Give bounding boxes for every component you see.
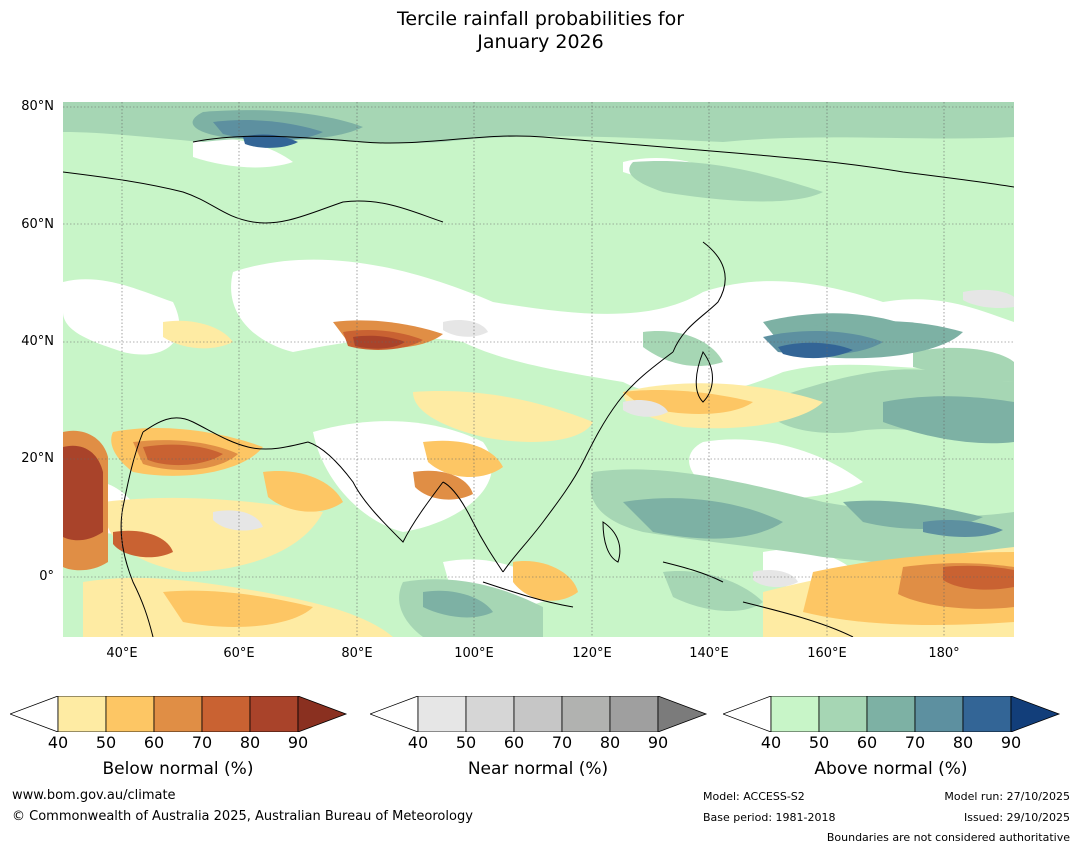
lat-label-20n: 20°N <box>21 451 54 466</box>
lat-label-80n: 80°N <box>21 99 54 114</box>
above-normal-80-90 <box>243 134 853 359</box>
title-line-2: January 2026 <box>477 31 604 53</box>
below-normal-colorbar <box>10 696 348 732</box>
near-tick-80: 80 <box>599 733 621 752</box>
near-tick-50: 50 <box>455 733 477 752</box>
above-tick-90: 90 <box>1000 733 1022 752</box>
above-tick-60: 60 <box>856 733 878 752</box>
above-normal-title: Above normal (%) <box>814 759 968 779</box>
lon-label-120e: 120°E <box>572 646 612 661</box>
above-tick-80: 80 <box>952 733 974 752</box>
below-normal-50-60-swatch <box>105 696 155 732</box>
near-normal-50-60-swatch <box>465 696 515 732</box>
above-tick-50: 50 <box>808 733 830 752</box>
above-tick-70: 70 <box>904 733 926 752</box>
near-tick-60: 60 <box>503 733 525 752</box>
lon-label-100e: 100°E <box>454 646 494 661</box>
below-normal-lt40-swatch <box>10 696 59 732</box>
map-svg <box>63 102 1014 637</box>
near-normal-lt40-swatch <box>370 696 419 732</box>
lat-label-40n: 40°N <box>21 334 54 349</box>
coastlines <box>63 135 1014 637</box>
model-text: Model: ACCESS-S2 <box>703 790 805 803</box>
above-normal-80-90-swatch <box>962 696 1012 732</box>
below-tick-50: 50 <box>95 733 117 752</box>
below-tick-40: 40 <box>47 733 69 752</box>
boundaries-disclaimer: Boundaries are not considered authoritat… <box>826 831 1070 844</box>
below-tick-90: 90 <box>287 733 309 752</box>
above-normal-70-80-swatch <box>914 696 964 732</box>
below-normal-40-50-swatch <box>57 696 107 732</box>
lon-label-160e: 160°E <box>807 646 847 661</box>
lat-label-0: 0° <box>39 569 54 584</box>
issued-text: Issued: 29/10/2025 <box>963 811 1070 824</box>
near-normal-40-50-swatch <box>417 696 467 732</box>
below-tick-80: 80 <box>239 733 261 752</box>
rainfall-probability-map[interactable] <box>63 102 1014 637</box>
above-normal-40-50-swatch <box>770 696 820 732</box>
lon-label-180: 180° <box>928 646 960 661</box>
near-normal-70-80-swatch <box>561 696 611 732</box>
above-normal-lt40-swatch <box>723 696 772 732</box>
near-normal-colorbar <box>370 696 708 732</box>
above-tick-40: 40 <box>760 733 782 752</box>
below-normal-70-80 <box>113 329 1014 590</box>
below-normal-70-80-swatch <box>201 696 251 732</box>
near-tick-70: 70 <box>551 733 573 752</box>
below-tick-60: 60 <box>143 733 165 752</box>
near-tick-40: 40 <box>407 733 429 752</box>
lat-label-60n: 60°N <box>21 217 54 232</box>
above-normal-60-70-swatch <box>866 696 916 732</box>
base-period-text: Base period: 1981-2018 <box>703 811 836 824</box>
copyright-text: © Commonwealth of Australia 2025, Austra… <box>12 809 473 824</box>
above-normal-colorbar <box>723 696 1061 732</box>
near-normal-60-70-swatch <box>513 696 563 732</box>
near-normal-areas <box>213 289 1014 588</box>
near-normal-gt90-swatch <box>657 696 708 732</box>
bom-url-link[interactable]: www.bom.gov.au/climate <box>12 788 176 803</box>
below-normal-title: Below normal (%) <box>102 759 254 779</box>
near-tick-90: 90 <box>647 733 669 752</box>
below-normal-80-90-swatch <box>249 696 299 732</box>
title-line-1: Tercile rainfall probabilities for <box>396 8 685 30</box>
map-title: Tercile rainfall probabilities for Janua… <box>0 8 1081 54</box>
below-normal-60-70-swatch <box>153 696 203 732</box>
below-tick-70: 70 <box>191 733 213 752</box>
lon-label-60e: 60°E <box>223 646 255 661</box>
above-normal-gt90-swatch <box>1010 696 1061 732</box>
lon-label-80e: 80°E <box>341 646 373 661</box>
near-normal-80-90-swatch <box>609 696 659 732</box>
below-normal-gt90-swatch <box>297 696 348 732</box>
model-run-text: Model run: 27/10/2025 <box>944 790 1070 803</box>
lon-label-140e: 140°E <box>689 646 729 661</box>
lon-label-40e: 40°E <box>106 646 138 661</box>
above-normal-50-60-swatch <box>818 696 868 732</box>
gridlines <box>63 102 1014 637</box>
near-normal-title: Near normal (%) <box>467 759 609 779</box>
